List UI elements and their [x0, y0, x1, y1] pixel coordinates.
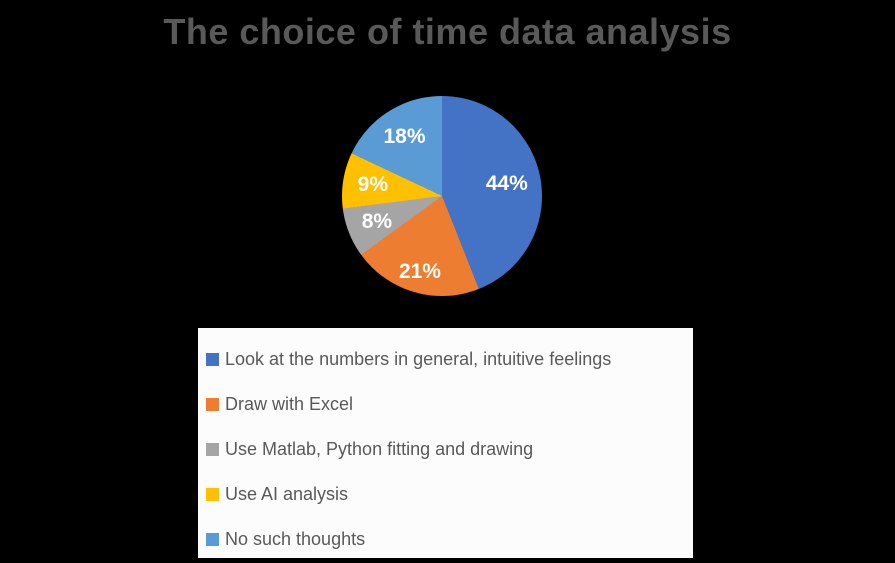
pie-label-layer: 44% 21% 8% 9% 18%	[342, 96, 542, 296]
legend-item: Look at the numbers in general, intuitiv…	[206, 337, 693, 382]
legend-label: Use AI analysis	[225, 484, 349, 504]
legend-item: Use Matlab, Python fitting and drawing	[206, 427, 693, 472]
legend-item: Use AI analysis	[206, 472, 693, 517]
legend-swatch	[206, 353, 219, 366]
pie-slice-label: 18%	[383, 124, 426, 148]
legend-item: No such thoughts	[206, 517, 693, 558]
legend-swatch	[206, 488, 219, 501]
legend-swatch	[206, 443, 219, 456]
legend-label: Draw with Excel	[225, 394, 354, 414]
chart-title: The choice of time data analysis	[163, 11, 732, 52]
pie-slice-label: 9%	[357, 173, 389, 197]
legend-swatch	[206, 398, 219, 411]
pie-chart: 44% 21% 8% 9% 18%	[342, 96, 542, 296]
legend-label: No such thoughts	[225, 529, 366, 549]
legend-label: Use Matlab, Python fitting and drawing	[225, 439, 534, 459]
legend: Look at the numbers in general, intuitiv…	[198, 328, 693, 558]
legend-label: Look at the numbers in general, intuitiv…	[225, 349, 612, 369]
legend-item: Draw with Excel	[206, 382, 693, 427]
pie-slice-label: 44%	[485, 171, 528, 195]
legend-swatch	[206, 533, 219, 546]
pie-slice-label: 8%	[361, 209, 393, 233]
pie-slice-label: 21%	[398, 259, 441, 283]
